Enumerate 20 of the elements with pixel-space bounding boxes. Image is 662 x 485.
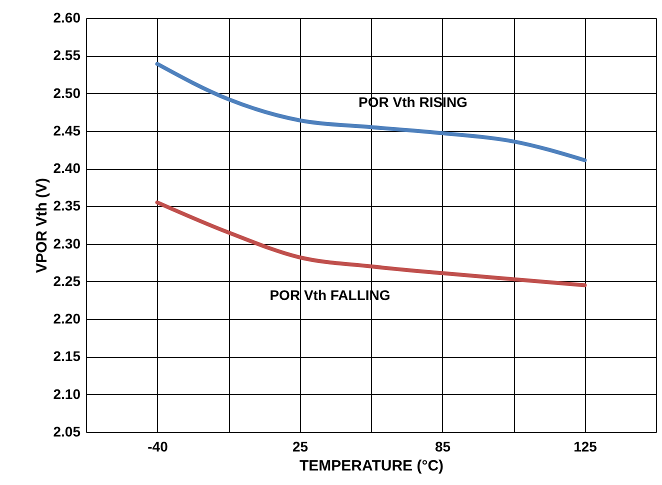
y-tick-label: 2.05 [53, 424, 81, 440]
y-tick-label: 2.45 [53, 122, 81, 138]
x-tick-label: -40 [148, 438, 168, 454]
y-tick-label: 2.15 [53, 348, 81, 364]
y-tick-label: 2.30 [53, 235, 81, 252]
y-tick-label: 2.20 [53, 310, 81, 327]
y-tick-label: 2.25 [53, 272, 81, 289]
x-tick-label: 25 [292, 438, 308, 454]
y-tick-label: 2.55 [53, 47, 81, 64]
y-tick-label: 2.50 [53, 84, 81, 101]
x-axis-title: TEMPERATURE (°C) [299, 458, 444, 474]
x-tick-label: 125 [574, 438, 598, 454]
y-axis-title: VPOR Vth (V) [33, 178, 50, 274]
y-tick-label: 2.35 [53, 198, 81, 214]
y-tick-label: 2.40 [53, 160, 81, 176]
line-series [155, 62, 587, 162]
y-tick-label: 2.10 [53, 386, 81, 402]
line-series [155, 200, 587, 288]
y-tick-label: 2.60 [53, 10, 81, 26]
x-tick-label: 85 [434, 438, 451, 454]
